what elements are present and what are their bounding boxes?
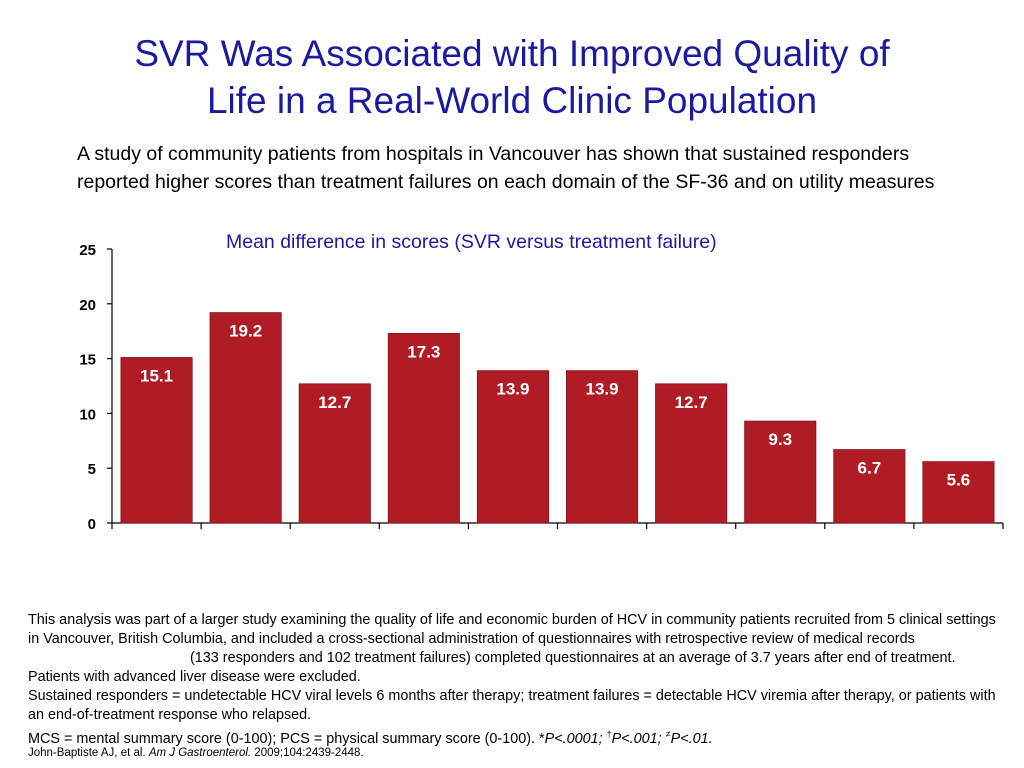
footnote-ddagger: ≠ (665, 729, 671, 739)
bar-chart: 0 5 10 15 20 25 15.1 19.2 12.7 17.3 13.9 13.9 12.7 9.… (79, 242, 1004, 533)
footnote-p1: P<.0001; (544, 730, 603, 747)
footnote-abbrev-text: MCS = mental summary score (0-100); PCS … (28, 730, 536, 747)
y-tick-label: 25 (79, 242, 96, 259)
bar-value-label: 9.3 (768, 430, 792, 449)
y-tick-label: 20 (79, 297, 96, 314)
bar (922, 461, 995, 524)
footnote-definitions: Sustained responders = undetectable HCV … (28, 688, 996, 723)
bar-value-label: 13.9 (496, 380, 529, 399)
footnote-abbreviations: MCS = mental summary score (0-100); PCS … (28, 725, 998, 749)
bar-value-label: 12.7 (675, 393, 708, 412)
footnote-study-part-1: This analysis was part of a larger study… (28, 612, 996, 647)
bar (744, 420, 817, 524)
bar-value-label: 5.6 (947, 471, 971, 490)
chart-subtitle: Mean difference in scores (SVR versus tr… (226, 231, 717, 253)
title-line-2: Life in a Real-World Clinic Population (206, 80, 818, 121)
bar (833, 449, 906, 524)
bar-value-label: 13.9 (586, 380, 619, 399)
footnote-dagger: † (606, 729, 612, 739)
bar-value-label: 19.2 (229, 322, 262, 341)
y-tick-label: 10 (79, 406, 96, 423)
footnote-study: This analysis was part of a larger study… (28, 611, 998, 687)
footnote-star: * (539, 730, 545, 747)
title-line-1: SVR Was Associated with Improved Quality… (134, 33, 890, 74)
y-tick-label: 5 (88, 461, 96, 478)
citation: John-Baptiste AJ, et al. Am J Gastroente… (28, 747, 364, 759)
bar (298, 383, 371, 524)
citation-details: 2009;104:2439-2448. (254, 747, 364, 759)
bar (209, 312, 282, 524)
footnote-p2: P<.001; (611, 730, 662, 747)
footnote-study-part-2: (133 responders and 102 treatment failur… (28, 650, 956, 685)
y-tick-label: 15 (79, 352, 96, 369)
footnote-p3: P<.01. (670, 730, 713, 747)
bar (120, 357, 193, 524)
bar (566, 370, 639, 524)
citation-journal: Am J Gastroenterol. (148, 747, 252, 759)
bar-value-label: 6.7 (858, 459, 882, 478)
y-tick-label: 0 (88, 516, 96, 533)
bar-value-label: 12.7 (318, 393, 351, 412)
citation-authors: John-Baptiste AJ, et al. (28, 747, 146, 759)
slide-title: SVR Was Associated with Improved Quality… (40, 30, 984, 124)
bar (476, 370, 549, 524)
bar (387, 332, 460, 524)
footnotes: This analysis was part of a larger study… (28, 611, 998, 749)
bar (655, 383, 728, 524)
bar-value-label: 15.1 (140, 367, 173, 386)
bar-value-label: 17.3 (407, 342, 440, 361)
lead-paragraph: A study of community patients from hospi… (77, 143, 935, 193)
